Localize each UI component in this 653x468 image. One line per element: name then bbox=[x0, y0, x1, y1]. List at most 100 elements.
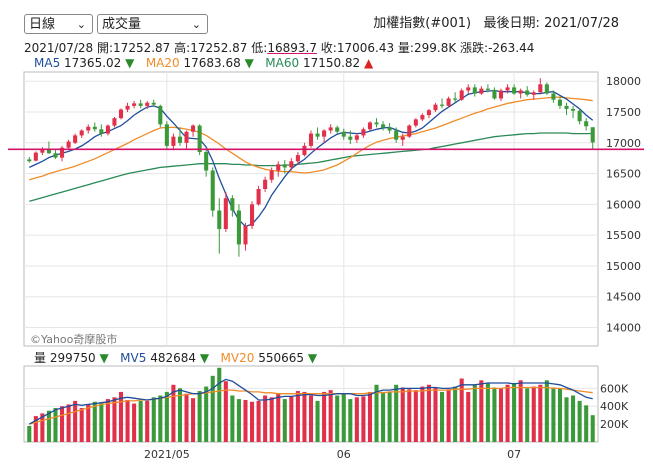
candle-body bbox=[577, 110, 582, 122]
volume-bar bbox=[367, 391, 372, 442]
candle bbox=[361, 127, 366, 138]
volume-tick-label: 200K bbox=[600, 418, 629, 431]
volume-bar bbox=[132, 403, 137, 442]
candle-body bbox=[223, 198, 228, 230]
candle-body bbox=[230, 198, 235, 211]
volume-bar bbox=[328, 390, 333, 442]
period-select[interactable]: 日線 ⌄ bbox=[24, 14, 93, 34]
candle-body bbox=[86, 126, 91, 131]
indicator-select[interactable]: 成交量 ⌄ bbox=[97, 14, 208, 34]
candle bbox=[518, 88, 523, 99]
volume-bar bbox=[335, 395, 340, 442]
candle-body bbox=[99, 129, 104, 134]
candle-body bbox=[302, 145, 307, 156]
candle bbox=[381, 121, 386, 131]
candle-body bbox=[531, 92, 536, 95]
candle bbox=[164, 121, 169, 149]
y-tick-label: 15000 bbox=[606, 260, 641, 273]
price-grid bbox=[23, 71, 599, 347]
candle-body bbox=[282, 164, 287, 168]
candle-body bbox=[269, 170, 274, 180]
candle-body bbox=[204, 152, 209, 171]
volume-bar bbox=[302, 391, 307, 442]
volume-bar bbox=[354, 397, 359, 442]
candle-body bbox=[498, 90, 504, 99]
volume-bar bbox=[99, 402, 104, 442]
ma60-line bbox=[29, 132, 593, 202]
candle bbox=[53, 148, 58, 159]
volume-tick-label: 400K bbox=[600, 400, 629, 413]
volume-bar bbox=[60, 406, 65, 442]
candle-body bbox=[571, 108, 576, 111]
volume-bar bbox=[551, 387, 556, 442]
candle-body bbox=[505, 87, 510, 91]
ma5-value: 17365.02 bbox=[64, 56, 122, 70]
candle-body bbox=[400, 136, 405, 140]
candle-body bbox=[125, 105, 130, 110]
y-tick-label: 17500 bbox=[606, 106, 641, 119]
volume-bar bbox=[204, 386, 209, 442]
candle-body bbox=[354, 135, 359, 140]
vol-label: 量 bbox=[34, 351, 47, 365]
volume-bar bbox=[73, 400, 78, 442]
candle bbox=[282, 160, 287, 174]
close-value: 17006.43 bbox=[336, 41, 395, 55]
volume-bar bbox=[407, 389, 412, 442]
axes: 18000 17500 17000 16500 16000 15500 15000 14500… bbox=[8, 75, 644, 461]
ma20-value: 17683.68 bbox=[183, 56, 241, 70]
candle bbox=[236, 204, 241, 257]
candle bbox=[453, 92, 458, 103]
down-arrow-icon: ▼ bbox=[307, 351, 318, 365]
candle bbox=[295, 152, 300, 165]
candle-body bbox=[184, 131, 189, 143]
candle-body bbox=[544, 84, 549, 94]
candle-body bbox=[492, 89, 497, 99]
candle-body bbox=[348, 136, 353, 140]
volume-bar bbox=[538, 384, 543, 442]
candle bbox=[243, 222, 248, 251]
ma60-label: MA60 bbox=[265, 56, 300, 70]
candle-body bbox=[53, 153, 58, 158]
volume-bar bbox=[263, 395, 268, 442]
candle bbox=[485, 84, 490, 93]
open-label: 開: bbox=[97, 41, 114, 55]
y-tick-label: 15500 bbox=[606, 229, 641, 242]
volume-legend: 量 299750 ▼ MV5 482684 ▼ MV20 550665 ▼ bbox=[34, 349, 317, 366]
mv5-label: MV5 bbox=[120, 351, 147, 365]
volume-bar bbox=[505, 384, 510, 442]
volume-bar bbox=[413, 390, 418, 442]
candle bbox=[538, 78, 543, 94]
candle-body bbox=[433, 104, 438, 111]
ma5-line bbox=[29, 89, 594, 228]
open-value: 17252.87 bbox=[113, 41, 171, 55]
candle bbox=[151, 99, 156, 108]
candle bbox=[40, 147, 45, 156]
candle-body bbox=[236, 210, 241, 245]
candle-body bbox=[440, 104, 445, 106]
mv5-value: 482684 bbox=[150, 351, 197, 365]
candle bbox=[223, 192, 228, 233]
volume-bar bbox=[53, 408, 58, 442]
volume-bar bbox=[466, 391, 471, 442]
volume-bar bbox=[151, 397, 156, 442]
volume-bars bbox=[27, 367, 595, 442]
volume-label: 量: bbox=[397, 41, 414, 55]
candle bbox=[394, 127, 399, 143]
candle-body bbox=[60, 147, 65, 158]
volume-bar bbox=[459, 378, 464, 442]
candle bbox=[459, 88, 464, 101]
candle bbox=[46, 141, 51, 154]
candle-body bbox=[92, 126, 97, 130]
candle-body bbox=[105, 125, 110, 134]
candle bbox=[420, 113, 425, 122]
candle-body bbox=[177, 136, 182, 143]
volume-bar bbox=[584, 405, 589, 442]
candle bbox=[571, 105, 576, 119]
volume-bar bbox=[381, 391, 386, 442]
volume-bar bbox=[276, 393, 281, 442]
volume-bar bbox=[79, 408, 84, 442]
candle-body bbox=[151, 102, 156, 105]
indicator-select-value: 成交量 bbox=[102, 17, 142, 32]
mv20-label: MV20 bbox=[220, 351, 255, 365]
candle-body bbox=[145, 102, 150, 106]
